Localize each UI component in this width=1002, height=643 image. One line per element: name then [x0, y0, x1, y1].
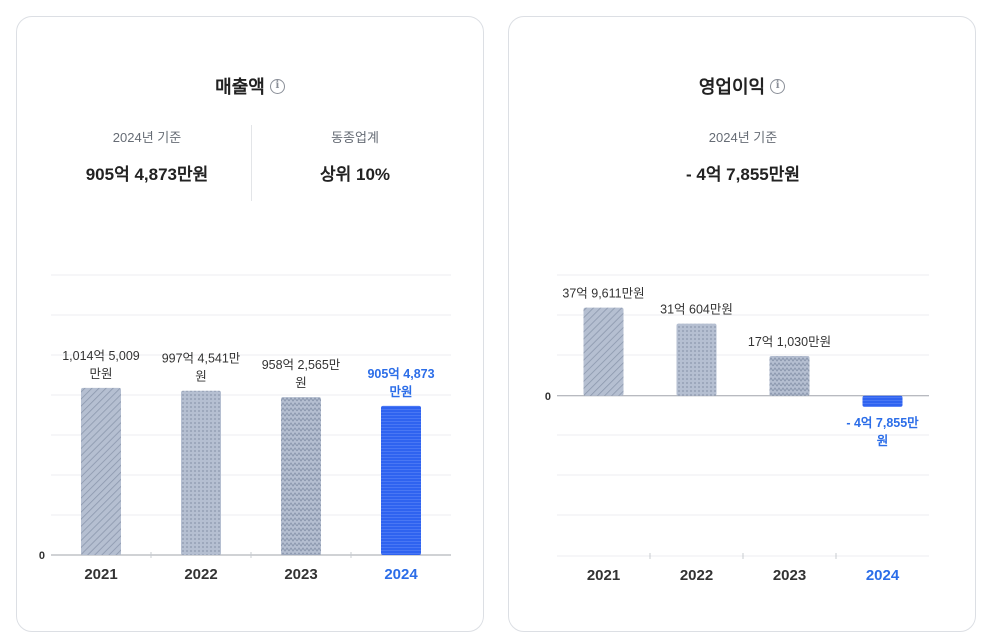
bar-2022[interactable]: [676, 323, 717, 396]
revenue-title-text: 매출액: [215, 77, 265, 97]
data-label-2024: 905억 4,873 만원: [367, 367, 434, 399]
data-label-2021: 1,014억 5,009 만원: [62, 349, 140, 381]
bar-2023[interactable]: [281, 397, 321, 555]
y-zero-label: 0: [39, 550, 45, 562]
bar-2024[interactable]: [381, 405, 421, 555]
stat-label: 2024년 기준: [708, 130, 778, 145]
data-label-2021: 37억 9,611만원: [562, 287, 644, 301]
x-label-2022: 2022: [680, 567, 713, 584]
data-label-2023: 958억 2,565만 원: [262, 358, 341, 390]
info-icon[interactable]: i: [770, 78, 786, 94]
x-label-2021: 2021: [587, 567, 620, 584]
revenue-chart: 0 1,014억 5,009 만원 2021 997억 4,541만 원 2022 958억 …: [39, 274, 451, 583]
stat-divider: [251, 125, 252, 201]
x-label-2023: 2023: [773, 567, 806, 584]
stat-label: 동종업계: [331, 130, 379, 145]
bar-2021[interactable]: [81, 387, 121, 555]
profit-stat-basis: 2024년 기준 - 4억 7,855만원: [653, 127, 833, 185]
profit-chart: 0 37억 9,611만원 2021 31억 604만원 2022 17억 1,030만원…: [545, 274, 929, 584]
x-label-2021: 2021: [84, 566, 117, 583]
info-icon[interactable]: i: [269, 78, 285, 94]
bar-2023[interactable]: [769, 356, 810, 396]
revenue-stat-basis: 2024년 기준 905억 4,873만원: [57, 127, 237, 185]
profit-title-text: 영업이익: [698, 77, 766, 97]
bar-2024[interactable]: [862, 395, 903, 407]
data-label-2023: 17억 1,030만원: [748, 335, 831, 349]
data-label-2022: 31억 604만원: [660, 303, 733, 317]
stat-value: - 4억 7,855만원: [685, 165, 801, 184]
x-label-2024: 2024: [866, 567, 900, 584]
data-label-2022: 997억 4,541만 원: [162, 352, 241, 384]
stat-value: 상위 10%: [319, 165, 391, 184]
x-label-2022: 2022: [184, 566, 217, 583]
operating-profit-card: 영업이익 i 2024년 기준 - 4억 7,855만원 0 37억 9,611만…: [508, 16, 976, 632]
revenue-title: 매출액 i: [17, 73, 483, 99]
y-zero-label: 0: [545, 391, 551, 403]
profit-title: 영업이익 i: [509, 73, 975, 99]
stat-label: 2024년 기준: [112, 130, 182, 145]
bar-2021[interactable]: [583, 307, 624, 396]
data-label-2024: - 4억 7,855만 원: [846, 415, 919, 448]
x-label-2023: 2023: [284, 566, 317, 583]
x-label-2024: 2024: [384, 566, 418, 583]
revenue-stat-industry: 동종업계 상위 10%: [265, 127, 445, 185]
stat-value: 905억 4,873만원: [85, 165, 209, 184]
bar-2022[interactable]: [181, 390, 221, 555]
revenue-card: 매출액 i 2024년 기준 905억 4,873만원 동종업계 상위 10% …: [16, 16, 484, 632]
